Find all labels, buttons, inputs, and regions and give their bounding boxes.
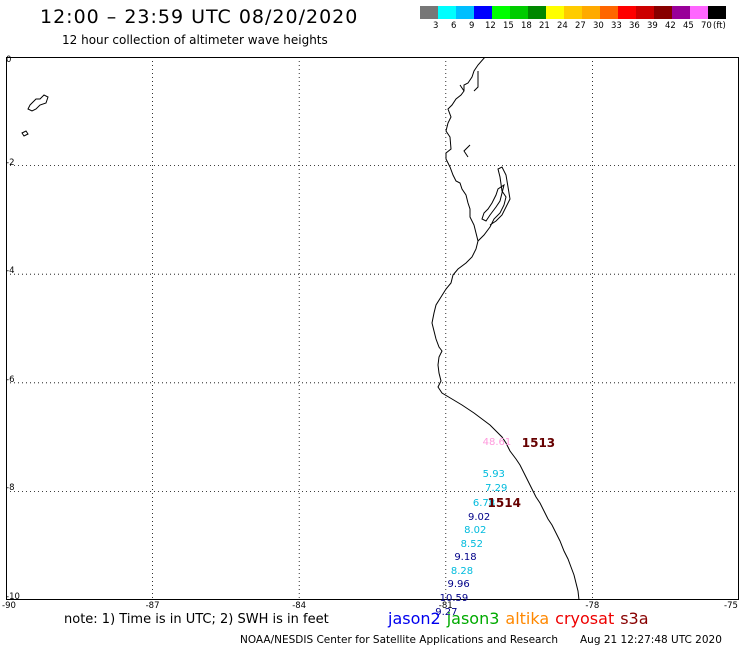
generated-timestamp: Aug 21 12:27:48 UTC 2020 [580,634,722,646]
color-scale-swatch [438,6,456,19]
wave-height-value: 8.02 [464,525,487,537]
wave-height-value: 8.28 [450,565,474,577]
color-scale-swatch [564,6,582,19]
color-scale-label: 27 [575,21,586,31]
wave-height-value: 9.27 [435,606,458,618]
mission-label: altika [505,609,550,628]
galapagos-small-island [21,130,29,137]
wave-height-value: 6.78 [472,497,496,509]
map-canvas [6,57,739,600]
lon-label: -84 [292,601,307,611]
footer-note: note: 1) Time is in UTC; 2) SWH is in fe… [64,612,329,627]
lat-label: -2 [6,157,15,168]
color-scale-swatch [708,6,726,19]
color-scale-label: 15 [503,21,514,31]
wave-height-value: 48.61 [482,436,512,448]
color-scale-swatch [654,6,672,19]
color-scale-label: 24 [557,21,568,31]
wave-height-value: 7.29 [485,482,508,494]
color-scale-swatch [582,6,600,19]
color-scale-unit: (ft) [713,21,726,31]
lat-label: -6 [6,374,15,385]
lon-label: -75 [724,601,738,611]
credit-line: NOAA/NESDIS Center for Satellite Applica… [240,634,558,646]
mission-legend: jason2 jason3 altika cryosat s3a [388,609,655,628]
color-scale-swatch [690,6,708,19]
coastline [431,57,580,600]
color-scale-label: 6 [451,21,457,31]
wave-height-color-scale [420,6,726,19]
lat-label: -8 [6,483,15,494]
lat-label: 0 [6,55,12,65]
color-scale-swatch [528,6,546,19]
lat-label: -10 [6,592,20,602]
color-scale-swatch [510,6,528,19]
map-title: 12:00 – 23:59 UTC 08/20/2020 [40,6,359,28]
color-scale-label: 36 [629,21,640,31]
color-scale-label: 12 [485,21,496,31]
lon-label: -78 [585,601,600,611]
color-scale-swatch [492,6,510,19]
color-scale-label: 42 [665,21,676,31]
lon-label: -81 [438,601,453,611]
map-border [6,57,739,600]
lat-lon-grid [6,57,739,600]
color-scale-swatch [600,6,618,19]
pass-number: 1514 [487,495,521,510]
color-scale-swatch [546,6,564,19]
wave-height-value: 8.52 [460,538,483,550]
mission-label: jason3 [446,609,500,628]
pass-number: 1513 [521,435,556,450]
galapagos-isabela [27,94,49,112]
wave-height-value: 10.59 [439,593,469,604]
mission-label: s3a [620,609,649,628]
lon-label: -90 [2,601,16,611]
puna-island [481,183,505,222]
lat-label: -4 [6,266,15,277]
color-scale-label: 9 [469,21,475,31]
wave-height-value: 5.93 [482,469,505,481]
map-area [6,57,739,600]
color-scale-swatch [618,6,636,19]
color-scale-swatch [672,6,690,19]
color-scale-label: 3 [433,21,439,31]
river-mouth [459,71,479,158]
color-scale-label: 21 [539,21,550,31]
color-scale-label: 45 [683,21,694,31]
color-scale-swatch [420,6,438,19]
color-scale-label: 70 [701,21,712,31]
color-scale-swatch [636,6,654,19]
wave-height-value: 9.18 [454,552,477,564]
color-scale-label: 18 [521,21,532,31]
map-subtitle: 12 hour collection of altimeter wave hei… [62,33,328,47]
lon-label: -87 [145,601,160,611]
mission-label: cryosat [555,609,615,628]
wave-height-value: 9.96 [447,579,470,591]
mission-label: jason2 [388,609,441,628]
color-scale-label: 33 [611,21,622,31]
wave-height-value: 9.02 [468,511,491,523]
gulf-inlet [477,166,511,242]
color-scale-swatch [456,6,474,19]
color-scale-label: 30 [593,21,604,31]
color-scale-label: 39 [647,21,658,31]
color-scale-swatch [474,6,492,19]
